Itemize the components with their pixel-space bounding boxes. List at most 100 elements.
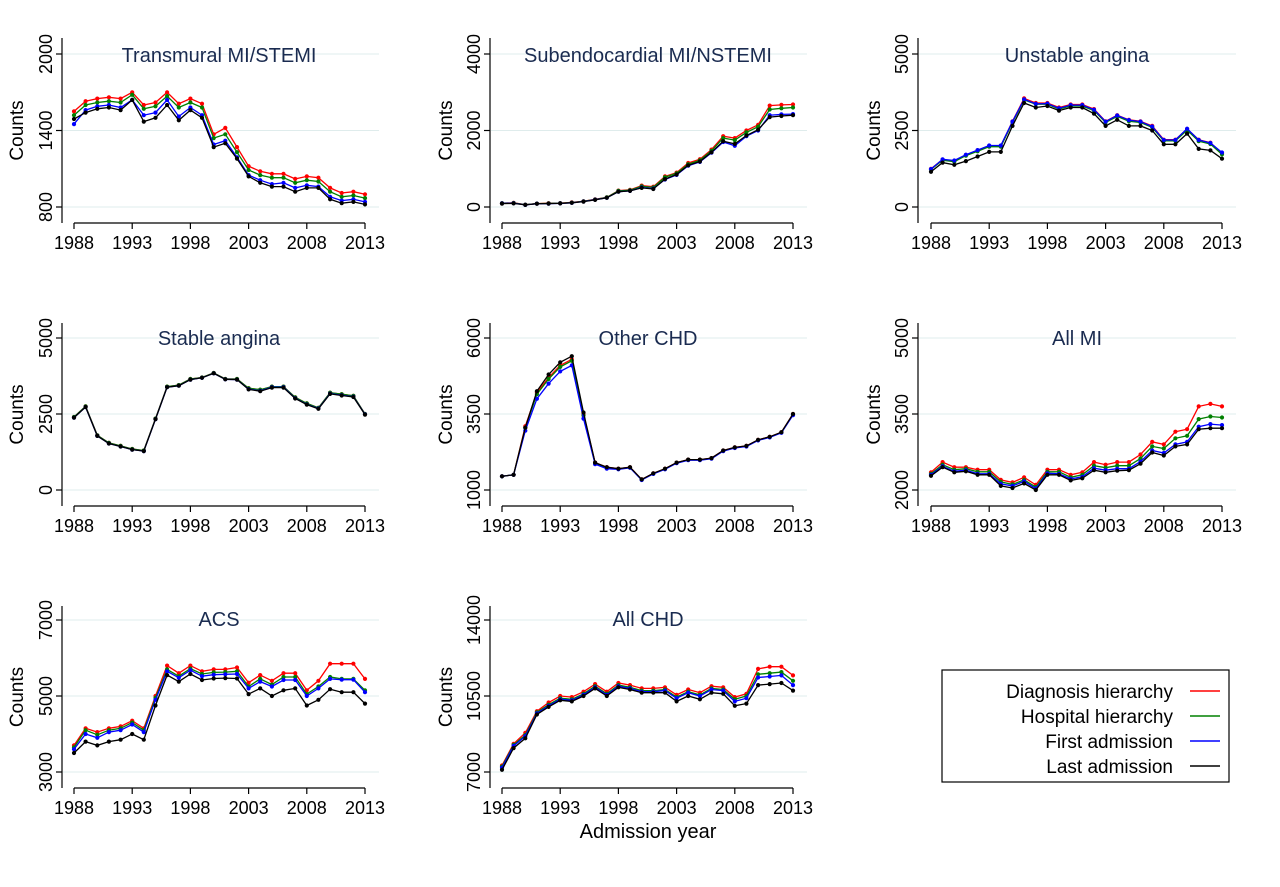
data-point [223,676,228,681]
data-point [593,197,598,202]
data-point [1115,468,1120,473]
data-point [1056,472,1062,477]
data-point [499,201,505,206]
data-point [83,731,88,737]
data-point [141,730,146,735]
data-point [339,194,344,199]
y-tick-label: 0 [892,202,912,212]
data-point [1173,142,1178,147]
data-point [604,465,609,470]
data-point [83,728,88,733]
data-point [304,402,309,407]
x-tick-label: 2008 [715,233,755,253]
data-point [1091,111,1097,116]
data-point [141,113,146,118]
data-point [940,157,945,162]
data-point [304,693,309,699]
data-point [1138,456,1143,461]
data-point [779,106,784,111]
x-tick-label: 2003 [1086,233,1126,253]
data-point [328,676,333,682]
data-point [246,174,251,179]
data-point [234,665,240,670]
data-point [721,691,726,696]
data-point [106,441,111,446]
y-tick-label: 2000 [464,110,484,150]
data-point [651,690,656,695]
data-point [293,677,298,683]
y-tick-label: 1000 [464,470,484,510]
data-point [339,661,344,666]
data-point [316,179,321,184]
data-point [188,671,193,677]
data-point [293,180,298,185]
data-point [165,94,170,99]
panel-title: All MI [1052,328,1102,350]
panel-title: All CHD [612,609,683,631]
data-point [269,385,274,390]
data-point [153,110,158,115]
data-point [95,732,100,737]
data-point [211,676,216,681]
series-line [501,113,794,206]
data-point [987,149,992,154]
y-axis-label: Counts [864,384,885,444]
data-point [351,199,356,204]
data-point [1022,100,1027,106]
x-tick-label: 2013 [345,516,385,536]
data-point [304,178,309,183]
x-tick-label: 1988 [54,233,94,253]
x-tick-label: 1988 [54,516,94,536]
data-point [211,371,216,376]
data-point [293,185,298,190]
data-point [674,699,679,704]
data-point [697,457,703,462]
legend-item-hospital: Hospital hierarchy [1021,707,1220,728]
panel-title: Transmural MI/STEMI [122,45,317,67]
series-line [73,372,366,452]
data-point [304,174,309,179]
data-point [362,202,368,207]
data-point [269,678,274,683]
data-point [963,159,969,164]
series-line [73,372,366,452]
y-tick-label: 4000 [464,34,484,74]
data-point [616,685,621,690]
data-point [165,102,170,108]
data-point [199,674,205,679]
data-point [756,127,761,132]
data-point [998,483,1003,488]
data-point [779,113,784,119]
data-point [767,107,772,112]
data-point [199,101,205,106]
y-axis-label: Counts [7,100,28,160]
x-tick-label: 1988 [482,798,522,818]
chart-panel: 1000 3500 6000 1988 1993 1998 2003 2008 2013 Coun… [436,318,813,536]
data-point [998,149,1003,154]
data-point [339,201,344,206]
y-tick-label: 3500 [892,394,912,434]
data-point [211,136,216,141]
data-point [153,115,158,120]
data-point [281,385,286,390]
x-tick-label: 2008 [287,233,327,253]
data-point [95,433,100,438]
data-point [95,100,100,105]
data-point [697,697,703,702]
x-tick-label: 1993 [969,516,1009,536]
data-point [511,201,516,206]
data-point [546,376,551,382]
series-line [501,106,794,206]
data-point [767,674,772,679]
data-point [1126,468,1131,473]
data-point [963,469,969,474]
x-tick-label: 1998 [1027,233,1067,253]
data-point [234,145,240,150]
x-tick-label: 2008 [1144,233,1184,253]
data-point [546,381,551,386]
data-point [71,116,77,122]
data-point [581,199,586,204]
data-point [1138,461,1143,466]
data-point [83,99,88,104]
data-point [987,472,992,477]
